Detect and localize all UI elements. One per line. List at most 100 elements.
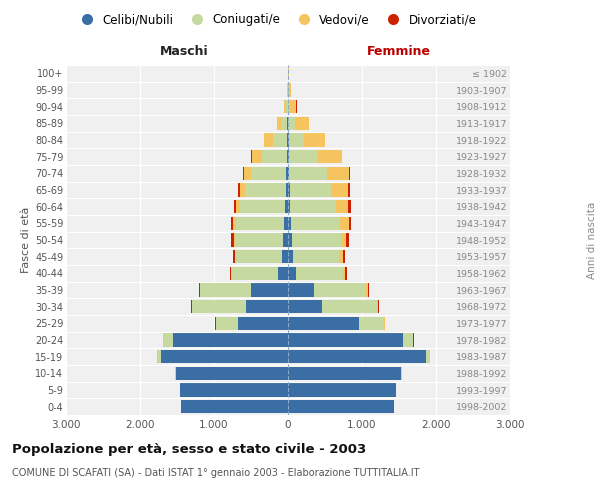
- Bar: [284, 100, 286, 114]
- Bar: [246, 300, 288, 314]
- Bar: [240, 184, 245, 196]
- Text: Maschi: Maschi: [160, 46, 209, 59]
- Bar: [283, 234, 288, 246]
- Bar: [377, 300, 378, 314]
- Bar: [288, 384, 395, 396]
- Bar: [232, 234, 234, 246]
- Bar: [349, 166, 350, 180]
- Bar: [288, 250, 293, 264]
- Bar: [264, 134, 274, 146]
- Bar: [291, 216, 340, 230]
- Bar: [401, 366, 402, 380]
- Bar: [343, 266, 345, 280]
- Bar: [175, 366, 176, 380]
- Bar: [287, 84, 288, 96]
- Bar: [288, 366, 401, 380]
- Text: Femmine: Femmine: [367, 46, 431, 59]
- Bar: [384, 316, 385, 330]
- Bar: [236, 216, 284, 230]
- Bar: [251, 166, 286, 180]
- Bar: [296, 266, 343, 280]
- Bar: [282, 250, 288, 264]
- Bar: [288, 334, 403, 346]
- Bar: [245, 184, 286, 196]
- Bar: [292, 234, 341, 246]
- Bar: [288, 284, 314, 296]
- Bar: [378, 300, 379, 314]
- Bar: [236, 250, 282, 264]
- Text: COMUNE DI SCAFATI (SA) - Dati ISTAT 1° gennaio 2003 - Elaborazione TUTTITALIA.IT: COMUNE DI SCAFATI (SA) - Dati ISTAT 1° g…: [12, 468, 419, 477]
- Y-axis label: Fasce di età: Fasce di età: [20, 207, 31, 273]
- Bar: [359, 316, 384, 330]
- Bar: [158, 350, 161, 364]
- Bar: [200, 284, 251, 296]
- Bar: [345, 266, 347, 280]
- Bar: [216, 316, 238, 330]
- Legend: Celibi/Nubili, Coniugati/e, Vedovi/e, Divorziati/e: Celibi/Nubili, Coniugati/e, Vedovi/e, Di…: [71, 8, 481, 31]
- Bar: [277, 116, 281, 130]
- Bar: [285, 200, 288, 213]
- Bar: [288, 316, 359, 330]
- Bar: [290, 200, 337, 213]
- Bar: [288, 266, 296, 280]
- Bar: [288, 150, 289, 164]
- Bar: [425, 350, 430, 364]
- Bar: [281, 116, 287, 130]
- Bar: [331, 184, 348, 196]
- Bar: [366, 284, 368, 296]
- Bar: [293, 250, 339, 264]
- Bar: [304, 134, 325, 146]
- Bar: [328, 166, 349, 180]
- Bar: [339, 250, 343, 264]
- Bar: [289, 116, 295, 130]
- Bar: [288, 134, 289, 146]
- Bar: [289, 150, 317, 164]
- Bar: [286, 166, 288, 180]
- Bar: [161, 350, 288, 364]
- Bar: [287, 134, 288, 146]
- Bar: [295, 116, 309, 130]
- Bar: [289, 134, 304, 146]
- Bar: [231, 216, 233, 230]
- Bar: [288, 300, 322, 314]
- Bar: [346, 234, 349, 246]
- Bar: [288, 200, 290, 213]
- Bar: [234, 200, 236, 213]
- Bar: [233, 250, 235, 264]
- Bar: [235, 250, 236, 264]
- Bar: [288, 350, 425, 364]
- Bar: [349, 216, 351, 230]
- Bar: [181, 400, 288, 413]
- Bar: [234, 234, 235, 246]
- Bar: [288, 216, 291, 230]
- Bar: [173, 334, 288, 346]
- Bar: [290, 184, 331, 196]
- Bar: [288, 400, 394, 413]
- Bar: [232, 266, 278, 280]
- Bar: [238, 316, 288, 330]
- Bar: [244, 166, 251, 180]
- Bar: [288, 184, 290, 196]
- Bar: [286, 100, 287, 114]
- Bar: [251, 284, 288, 296]
- Bar: [343, 250, 345, 264]
- Bar: [236, 200, 240, 213]
- Bar: [192, 300, 246, 314]
- Text: Popolazione per età, sesso e stato civile - 2003: Popolazione per età, sesso e stato civil…: [12, 442, 366, 456]
- Bar: [348, 184, 350, 196]
- Bar: [262, 150, 287, 164]
- Bar: [235, 234, 283, 246]
- Bar: [251, 150, 262, 164]
- Bar: [231, 266, 232, 280]
- Bar: [322, 300, 377, 314]
- Bar: [289, 166, 328, 180]
- Bar: [238, 184, 240, 196]
- Bar: [341, 150, 343, 164]
- Bar: [278, 266, 288, 280]
- Text: Anni di nascita: Anni di nascita: [587, 202, 597, 278]
- Bar: [314, 284, 366, 296]
- Bar: [199, 284, 200, 296]
- Bar: [349, 200, 351, 213]
- Bar: [337, 200, 349, 213]
- Bar: [286, 184, 288, 196]
